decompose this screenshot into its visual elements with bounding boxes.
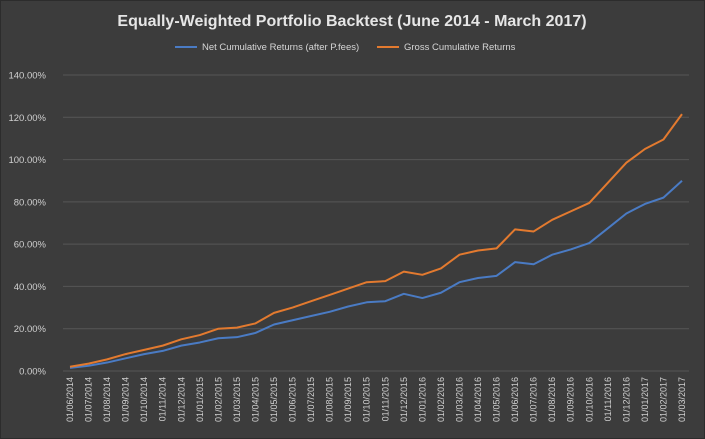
x-tick-label: 01/12/2015 (399, 377, 409, 422)
legend-label: Net Cumulative Returns (after P.fees) (202, 42, 359, 53)
x-tick-label: 01/10/2016 (584, 377, 594, 422)
x-tick-label: 01/11/2014 (158, 377, 168, 421)
x-tick-label: 01/11/2016 (603, 377, 613, 421)
y-tick-label: 40.00% (14, 282, 47, 293)
x-tick-label: 01/01/2017 (640, 377, 650, 422)
x-tick-label: 01/01/2016 (417, 377, 427, 422)
y-tick-label: 0.00% (19, 367, 46, 378)
x-tick-label: 01/02/2015 (213, 377, 223, 422)
series-lines (69, 113, 683, 369)
chart-legend: Net Cumulative Returns (after P.fees) Gro… (175, 42, 516, 53)
y-tick-label: 100.00% (8, 155, 46, 166)
series-line-gross (69, 113, 683, 368)
x-tick-label: 01/04/2016 (473, 377, 483, 422)
x-tick-label: 01/01/2015 (195, 377, 205, 422)
x-tick-label: 01/06/2014 (65, 377, 75, 422)
x-tick-label: 01/07/2014 (84, 377, 94, 422)
y-tick-label: 140.00% (8, 71, 46, 82)
y-axis-ticks: 0.00% 20.00% 40.00% 60.00% 80.00% 100.00% 120.… (8, 71, 46, 378)
x-tick-label: 01/09/2015 (343, 377, 353, 422)
x-tick-label: 01/09/2014 (121, 377, 131, 422)
series-line-net (69, 179, 683, 369)
legend-label: Gross Cumulative Returns (404, 42, 516, 53)
gridlines (63, 74, 689, 372)
x-tick-label: 01/11/2015 (380, 377, 390, 421)
x-tick-label: 01/08/2015 (325, 377, 335, 422)
x-tick-label: 01/09/2016 (566, 377, 576, 422)
chart-title: Equally-Weighted Portfolio Backtest (Jun… (117, 13, 586, 30)
x-tick-label: 01/12/2016 (621, 377, 631, 422)
x-tick-label: 01/08/2014 (102, 377, 112, 422)
x-tick-label: 01/12/2014 (176, 377, 186, 422)
x-tick-label: 01/05/2016 (492, 377, 502, 422)
x-tick-label: 01/02/2016 (436, 377, 446, 422)
y-tick-label: 120.00% (8, 113, 46, 124)
x-tick-label: 01/06/2016 (510, 377, 520, 422)
x-tick-label: 01/04/2015 (250, 377, 260, 422)
x-tick-label: 01/02/2017 (658, 377, 668, 422)
y-tick-label: 80.00% (14, 197, 47, 208)
x-tick-label: 01/08/2016 (547, 377, 557, 422)
x-tick-label: 01/05/2015 (269, 377, 279, 422)
x-axis-ticks: 01/06/2014 01/07/2014 01/08/2014 01/09/2014… (65, 377, 687, 422)
x-tick-label: 01/10/2014 (139, 377, 149, 422)
y-tick-label: 20.00% (14, 324, 47, 335)
x-tick-label: 01/03/2017 (677, 377, 687, 422)
x-tick-label: 01/03/2016 (454, 377, 464, 422)
y-tick-label: 60.00% (14, 240, 47, 251)
x-tick-label: 01/06/2015 (288, 377, 298, 422)
x-tick-label: 01/07/2015 (306, 377, 316, 422)
x-tick-label: 01/07/2016 (529, 377, 539, 422)
x-tick-label: 01/10/2015 (362, 377, 372, 422)
x-tick-label: 01/03/2015 (232, 377, 242, 422)
